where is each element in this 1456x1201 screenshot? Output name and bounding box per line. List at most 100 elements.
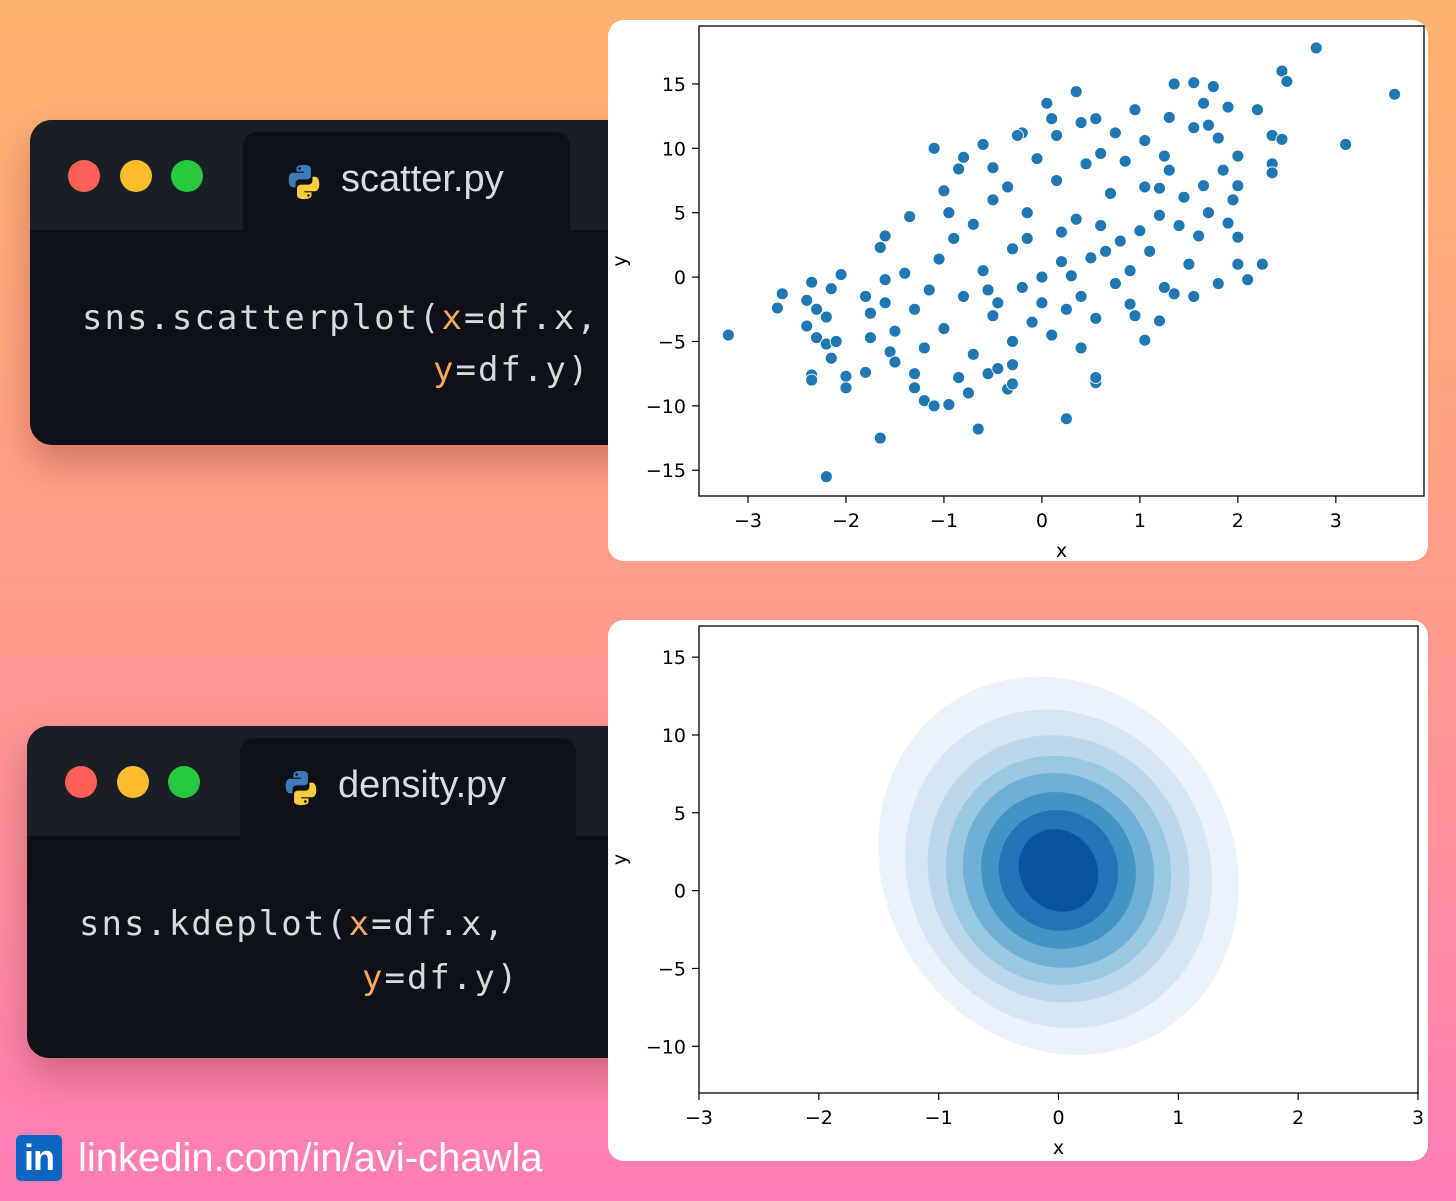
scatter-point [903, 210, 917, 224]
y-tick-label: 15 [662, 74, 686, 96]
scatter-point [1074, 341, 1088, 355]
scatter-point [721, 328, 735, 342]
scatter-point [1309, 41, 1323, 55]
scatter-point [986, 161, 1000, 175]
scatter-point [1079, 157, 1093, 171]
y-axis-label: y [609, 255, 631, 266]
scatter-point [1221, 216, 1235, 230]
scatter-point [864, 306, 877, 320]
scatter-point [834, 268, 848, 281]
scatter-point [1015, 280, 1029, 294]
code-keyword: x [348, 904, 372, 944]
scatter-point [991, 296, 1005, 310]
scatter-point [947, 232, 961, 245]
x-axis-label: x [1053, 1137, 1064, 1159]
minimize-dot[interactable] [120, 160, 152, 192]
linkedin-link[interactable]: in linkedin.com/in/avi-chawla [16, 1134, 543, 1182]
scatter-point [1143, 244, 1157, 258]
scatter-point [1094, 147, 1108, 160]
scatter-point [1216, 163, 1230, 177]
code-window-scatter: scatter.py sns.scatterplot(x=df.x, y=df.… [30, 120, 650, 445]
maximize-dot[interactable] [171, 160, 203, 192]
scatter-point [819, 310, 833, 324]
scatter-point [1153, 208, 1166, 222]
scatter-point [1069, 85, 1083, 99]
code-line-2: y=df.y) [433, 350, 590, 390]
scatter-point [1059, 412, 1073, 426]
scatter-point [957, 289, 970, 303]
scatter-point [908, 381, 921, 395]
scatter-point [1089, 112, 1103, 126]
tab-density-py[interactable]: density.py [240, 738, 576, 838]
scatter-point [1187, 289, 1201, 303]
scatter-point [1231, 149, 1245, 163]
scatter-point [1231, 230, 1245, 244]
scatter-point [1006, 358, 1019, 372]
scatter-point [966, 217, 980, 231]
scatter-point [927, 141, 941, 155]
scatter-point [1167, 287, 1181, 301]
x-tick-label: −2 [832, 510, 860, 532]
scatter-point [937, 322, 951, 336]
scatter-point [1045, 328, 1059, 342]
scatter-point [1055, 225, 1068, 239]
scatter-point [829, 335, 843, 348]
maximize-dot[interactable] [168, 766, 200, 798]
kde-contours [878, 676, 1239, 1055]
scatter-point [1202, 118, 1215, 132]
scatter-point [1099, 244, 1113, 258]
scatter-point [1202, 206, 1215, 220]
code-line-1: sns.scatterplot(x=df.x, [82, 298, 599, 338]
scatter-point [942, 398, 956, 412]
scatter-point [1089, 311, 1103, 325]
scatter-point [1104, 186, 1117, 200]
kde-level-8 [1018, 829, 1099, 912]
scatter-point [1006, 377, 1019, 391]
scatter-point [1226, 193, 1240, 207]
scatter-point [1020, 206, 1034, 220]
scatter-point [1108, 277, 1122, 290]
scatter-point [976, 264, 990, 278]
scatter-point [1010, 129, 1024, 142]
scatter-point [873, 241, 887, 254]
scatter-point [824, 282, 838, 296]
scatter-point [981, 283, 995, 297]
x-tick-label: 2 [1232, 510, 1244, 532]
scatter-point [1197, 96, 1211, 110]
scatter-point [1006, 242, 1019, 256]
scatter-point [1138, 333, 1152, 347]
scatter-point [1001, 180, 1015, 194]
tab-scatter-py[interactable]: scatter.py [243, 132, 570, 232]
scatter-point [805, 275, 819, 289]
x-tick-label: −1 [925, 1107, 953, 1129]
scatter-point [991, 362, 1005, 375]
y-tick-label: 15 [662, 647, 686, 669]
scatter-point [1231, 257, 1245, 271]
python-icon [288, 164, 320, 200]
tab-label: scatter.py [341, 158, 504, 200]
scatter-point [1074, 116, 1088, 130]
scatter-point [1255, 257, 1269, 271]
minimize-dot[interactable] [117, 766, 149, 798]
scatter-point [1089, 371, 1103, 384]
scatter-point [883, 345, 897, 359]
x-tick-label: −3 [685, 1107, 713, 1129]
scatter-point [1162, 163, 1176, 177]
scatter-point [932, 252, 946, 266]
window-titlebar: scatter.py [30, 120, 650, 232]
scatter-point [1206, 80, 1220, 93]
close-dot[interactable] [68, 160, 100, 192]
close-dot[interactable] [65, 766, 97, 798]
x-axis-label: x [1056, 540, 1067, 561]
scatter-point [1275, 64, 1289, 78]
scatter-point [986, 309, 1000, 323]
scatter-point [1172, 219, 1186, 233]
scatter-point [1040, 96, 1054, 110]
linkedin-url[interactable]: linkedin.com/in/avi-chawla [78, 1135, 543, 1180]
scatter-point [1339, 138, 1353, 151]
x-tick-label: −1 [930, 510, 958, 532]
y-tick-label: −10 [646, 1036, 686, 1058]
scatter-point [1113, 234, 1127, 248]
code-text: sns.kdeplot( [79, 904, 349, 944]
